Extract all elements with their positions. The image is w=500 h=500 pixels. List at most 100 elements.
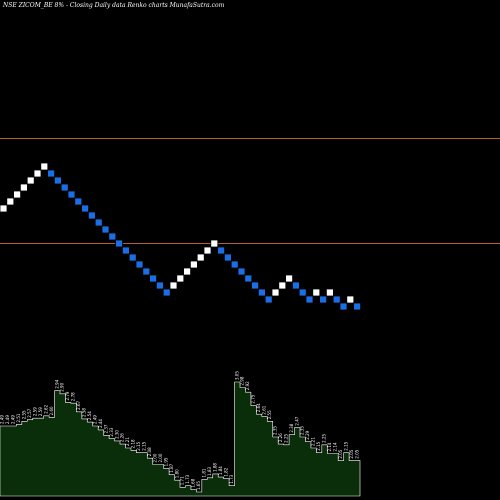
volume-label: 3.05 — [234, 371, 239, 380]
volume-label: 1.80 — [174, 469, 179, 478]
renko-brick-down — [353, 302, 362, 311]
volume-label: 1.87 — [169, 463, 174, 472]
renko-brick-up — [169, 281, 178, 290]
volume-label: 2.79 — [65, 391, 70, 400]
renko-brick-down — [237, 267, 246, 276]
renko-brick-up — [325, 288, 334, 297]
volume-label: 2.30 — [114, 430, 119, 439]
volume-label: 2.05 — [354, 449, 359, 458]
renko-brick-down — [74, 197, 83, 206]
renko-brick-down — [217, 246, 226, 255]
renko-brick-down — [94, 218, 103, 227]
volume-label: 2.00 — [152, 453, 157, 462]
renko-brick-down — [230, 260, 239, 269]
volume-area — [0, 381, 361, 497]
volume-label: 2.00 — [158, 453, 163, 462]
volume-label: 2.05 — [338, 449, 343, 458]
volume-label: 1.83 — [207, 466, 212, 475]
renko-brick-up — [33, 169, 42, 178]
renko-brick-down — [47, 169, 55, 178]
renko-brick-up — [346, 295, 355, 304]
renko-brick-up — [312, 288, 321, 297]
renko-brick-up — [285, 274, 294, 283]
level-lines — [0, 138, 500, 244]
volume-label: 1.68 — [191, 478, 196, 487]
volume-label: 2.25 — [283, 433, 288, 442]
volume-label: 2.94 — [54, 379, 59, 388]
chart-title: NSE ZICOM_BE 8% - Closing Daily data Ren… — [3, 2, 225, 9]
volume-label: 1.71 — [180, 476, 185, 485]
renko-brick-down — [108, 232, 117, 241]
volume-label: 2.75 — [251, 394, 256, 403]
volume-label: 2.49 — [0, 415, 5, 424]
renko-brick-down — [54, 176, 62, 185]
volume-label: 2.57 — [27, 408, 32, 417]
volume-area-path — [0, 381, 361, 497]
renko-brick-down — [251, 281, 260, 290]
renko-brick-up — [183, 267, 192, 276]
volume-label: 2.54 — [87, 411, 92, 420]
volume-label: 1.73 — [229, 474, 234, 483]
volume-label: 2.51 — [16, 413, 21, 422]
volume-label: 2.55 — [22, 410, 27, 419]
volume-label: 1.81 — [202, 468, 207, 477]
volume-label: 2.60 — [49, 406, 54, 415]
volume-label: 2.67 — [76, 400, 81, 409]
renko-brick-down — [142, 267, 151, 276]
renko-brick-down — [332, 295, 341, 304]
renko-brick-up — [19, 183, 28, 192]
renko-brick-up — [278, 281, 287, 290]
volume-label: 2.62 — [43, 404, 48, 413]
renko-brick-down — [135, 260, 144, 269]
renko-brick-up — [26, 176, 35, 185]
volume-labels: 2.49 2.49 2.49 2.51 2.55 2.57 2.59 2.59 2.62 2.60… — [0, 371, 359, 490]
volume-label: 2.21 — [311, 437, 316, 446]
volume-label: 2.14 — [327, 442, 332, 451]
renko-brick-up — [189, 260, 198, 269]
volume-label: 2.35 — [272, 426, 277, 435]
volume-label: 2.58 — [82, 408, 87, 417]
volume-label: 2.49 — [11, 415, 16, 424]
volume-label: 2.44 — [98, 419, 103, 428]
renko-brick-up — [40, 162, 49, 171]
volume-label: 1.95 — [163, 457, 168, 466]
renko-brick-up — [6, 197, 15, 206]
volume-label: 2.64 — [256, 403, 261, 412]
volume-label: 2.59 — [32, 407, 37, 416]
renko-brick-down — [81, 204, 89, 213]
volume-label: 2.47 — [294, 416, 299, 425]
renko-brick-down — [122, 246, 130, 255]
renko-brick-down — [339, 302, 348, 311]
volume-label: 2.26 — [120, 433, 125, 442]
renko-brick-up — [176, 274, 185, 283]
volume-label: 2.25 — [322, 433, 327, 442]
renko-brick-down — [149, 274, 158, 283]
volume-label: 2.98 — [240, 376, 245, 385]
volume-label: 2.38 — [289, 423, 294, 432]
volume-label: 2.29 — [305, 430, 310, 439]
volume-label: 2.61 — [262, 405, 267, 414]
renko-brick-down — [257, 288, 266, 297]
volume-label: 2.35 — [300, 426, 305, 435]
volume-label: 2.21 — [125, 437, 130, 446]
renko-brick-down — [67, 190, 76, 199]
renko-brick-down — [88, 211, 96, 220]
renko-brick-up — [203, 246, 212, 255]
volume-label: 2.26 — [278, 433, 283, 442]
volume-label: 2.08 — [147, 447, 152, 456]
volume-label: 2.55 — [267, 410, 272, 419]
volume-label: 2.15 — [343, 441, 348, 450]
volume-label: 2.49 — [92, 415, 97, 424]
renko-brick-down — [223, 253, 232, 262]
volume-label: 2.15 — [142, 441, 147, 450]
renko-brick-down — [128, 253, 137, 262]
volume-label: 2.33 — [109, 427, 114, 436]
renko-brick-up — [0, 204, 8, 213]
volume-label: 2.18 — [131, 439, 136, 448]
renko-brick-down — [60, 183, 69, 192]
volume-label: 2.78 — [71, 392, 76, 401]
renko-brick-down — [244, 274, 253, 283]
volume-label: 1.82 — [223, 467, 228, 476]
renko-brick-up — [196, 253, 205, 262]
volume-label: 1.88 — [212, 463, 217, 472]
